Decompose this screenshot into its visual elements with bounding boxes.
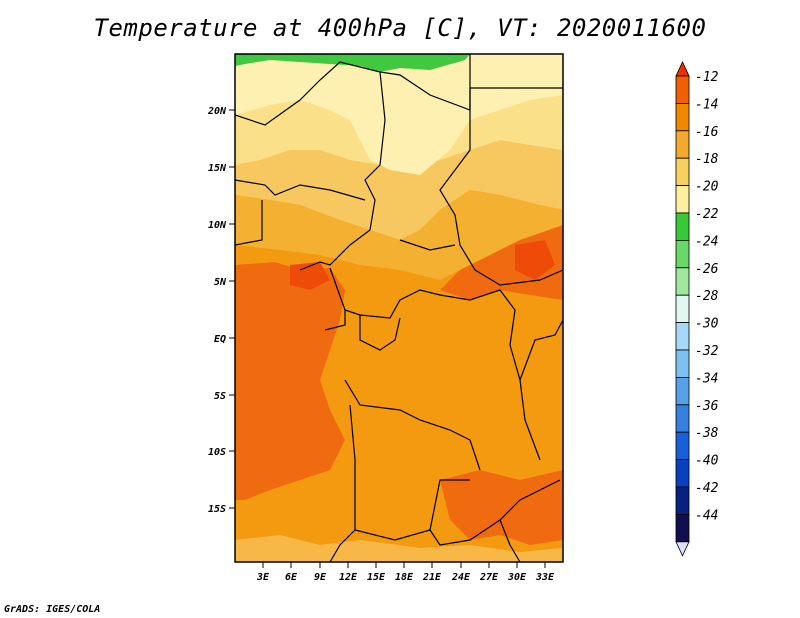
colorbar: -12 -14 -16 -18 -20 -22 -24 -26 -28 -30 -32 -34 -36 -… xyxy=(675,61,719,557)
lat-label: 15S xyxy=(208,504,226,515)
field-band-14-south xyxy=(440,470,563,545)
lon-label: 30E xyxy=(507,572,527,583)
colorbar-label: -14 xyxy=(695,97,718,112)
colorbar-swatch xyxy=(675,486,690,515)
colorbar-label: -18 xyxy=(695,152,719,167)
field-band-14-west xyxy=(235,262,345,500)
colorbar-swatch xyxy=(675,239,690,269)
colorbar-swatch xyxy=(675,103,690,132)
colorbar-label: -32 xyxy=(695,344,719,359)
country-borders xyxy=(235,54,563,562)
lat-label: 15N xyxy=(208,163,227,174)
lon-label: 6E xyxy=(285,572,298,583)
colorbar-label: -28 xyxy=(695,289,719,304)
lat-label: EQ xyxy=(214,334,226,345)
colorbar-swatch xyxy=(675,459,690,488)
colorbar-label: -36 xyxy=(695,399,719,414)
colorbar-label: -12 xyxy=(695,70,719,85)
colorbar-swatch xyxy=(675,431,690,461)
colorbar-swatch xyxy=(675,322,690,351)
credit-text: GrADS: IGES/COLA xyxy=(4,604,101,615)
colorbar-swatch xyxy=(675,349,690,378)
lat-axis: 20N 15N 10N 5N EQ 5S 10S 15S xyxy=(207,106,235,515)
lat-label: 5N xyxy=(214,277,227,288)
colorbar-label: -26 xyxy=(695,262,719,277)
colorbar-swatch xyxy=(675,185,690,214)
colorbar-label: -22 xyxy=(695,207,719,222)
lon-label: 9E xyxy=(314,572,327,583)
colorbar-label: -44 xyxy=(695,508,718,523)
colorbar-swatch xyxy=(675,212,690,241)
lon-label: 12E xyxy=(339,572,358,583)
field-band-16 xyxy=(235,190,563,280)
field-band-22 xyxy=(235,54,563,175)
lon-label: 27E xyxy=(479,572,499,583)
colorbar-swatch xyxy=(675,514,690,543)
colorbar-top-arrow xyxy=(675,61,690,77)
lon-axis: 3E 6E 9E 12E 15E 18E 21E 24E 27E 30E 33E xyxy=(256,562,555,583)
lon-label: 24E xyxy=(451,572,471,583)
field-band-12-b xyxy=(515,240,555,280)
lat-label: 5S xyxy=(214,391,226,402)
colorbar-label: -34 xyxy=(695,371,718,386)
colorbar-label: -20 xyxy=(695,180,719,195)
colorbar-swatch xyxy=(675,130,690,159)
field-band-24 xyxy=(235,54,470,72)
colorbar-swatch xyxy=(675,404,690,433)
lon-label: 3E xyxy=(256,572,270,583)
field-band-16-south xyxy=(235,535,563,562)
lat-label: 20N xyxy=(207,106,227,117)
lat-label: 10N xyxy=(208,220,227,231)
lon-label: 15E xyxy=(367,572,386,583)
colorbar-label: -16 xyxy=(695,125,719,140)
colorbar-swatch xyxy=(675,157,690,186)
lon-label: 18E xyxy=(395,572,414,583)
plot-frame xyxy=(234,53,564,563)
lon-label: 21E xyxy=(422,572,442,583)
colorbar-swatch xyxy=(675,294,690,324)
temperature-field xyxy=(235,54,563,562)
chart-title: Temperature at 400hPa [C], VT: 202001160… xyxy=(93,14,707,42)
field-band-12-a xyxy=(290,262,330,290)
colorbar-swatch xyxy=(675,267,690,296)
lat-label: 10S xyxy=(208,447,226,458)
lon-label: 33E xyxy=(535,572,555,583)
colorbar-label: -24 xyxy=(695,234,718,249)
colorbar-label: -42 xyxy=(695,481,719,496)
colorbar-label: -30 xyxy=(695,317,719,332)
colorbar-swatch xyxy=(675,376,690,406)
colorbar-swatch xyxy=(675,75,690,104)
colorbar-bottom-arrow xyxy=(675,541,690,557)
colorbar-label: -38 xyxy=(695,426,719,441)
colorbar-label: -40 xyxy=(695,454,719,469)
